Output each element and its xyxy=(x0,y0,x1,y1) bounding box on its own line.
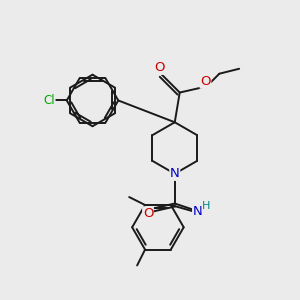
Text: O: O xyxy=(143,207,153,220)
Text: N: N xyxy=(193,205,202,218)
Text: H: H xyxy=(202,202,211,212)
Text: Cl: Cl xyxy=(43,94,55,107)
Text: O: O xyxy=(200,75,211,88)
Text: O: O xyxy=(155,61,165,74)
Text: N: N xyxy=(170,167,180,180)
